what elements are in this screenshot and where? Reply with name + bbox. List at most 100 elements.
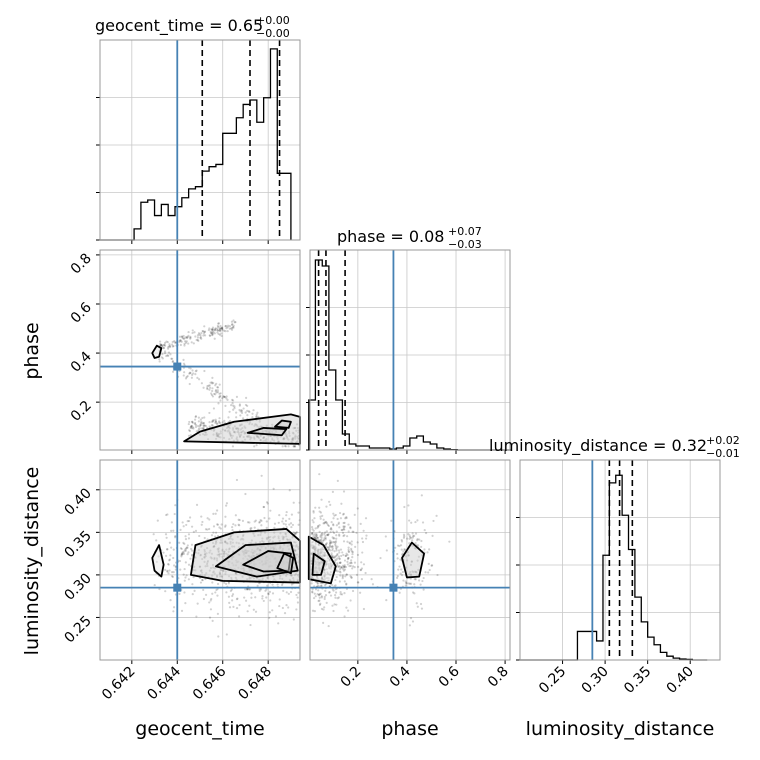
sample-point xyxy=(337,521,340,524)
sample-point xyxy=(327,532,330,536)
sample-point xyxy=(251,415,254,419)
sample-point xyxy=(268,611,271,614)
sample-point xyxy=(225,582,228,585)
sample-point xyxy=(231,326,234,330)
x-tick-label: 0.6 xyxy=(436,663,463,690)
sample-point xyxy=(211,329,214,332)
sample-point xyxy=(340,593,344,596)
sample-point xyxy=(410,521,413,524)
sample-point xyxy=(413,583,416,586)
sample-point xyxy=(419,583,422,586)
sample-point xyxy=(332,523,335,526)
sample-point xyxy=(218,417,221,420)
sample-point xyxy=(211,376,214,379)
sample-point xyxy=(324,589,327,592)
sample-point xyxy=(414,520,417,524)
sample-point xyxy=(344,517,347,520)
sample-point xyxy=(183,549,186,552)
sample-point xyxy=(342,534,345,538)
sample-point xyxy=(212,525,216,528)
sample-point xyxy=(186,553,189,556)
sample-point xyxy=(249,623,252,627)
sample-point xyxy=(319,517,322,520)
sample-point xyxy=(313,537,316,540)
sample-point xyxy=(408,519,411,522)
sample-point xyxy=(216,329,219,332)
sample-point xyxy=(356,581,359,584)
sample-point xyxy=(288,489,291,492)
sample-point xyxy=(182,334,185,338)
sample-point xyxy=(200,523,203,526)
sample-point xyxy=(180,555,183,558)
sample-point xyxy=(244,411,247,414)
sample-point xyxy=(346,535,349,538)
sample-point xyxy=(220,332,223,335)
sample-point xyxy=(343,615,346,618)
sample-point xyxy=(224,515,227,518)
sample-point xyxy=(316,536,319,540)
sample-point xyxy=(186,544,189,547)
sample-point xyxy=(165,354,168,358)
sample-point xyxy=(208,327,211,330)
sample-point xyxy=(199,334,202,337)
sample-point xyxy=(315,534,318,537)
sample-point xyxy=(336,565,339,568)
sample-point xyxy=(162,346,166,350)
sample-point xyxy=(356,507,359,510)
sample-point xyxy=(333,514,336,517)
sample-point xyxy=(232,324,235,327)
sample-point xyxy=(209,381,212,384)
sample-point xyxy=(334,584,337,587)
sample-point xyxy=(208,527,211,531)
sample-point xyxy=(195,338,198,342)
sample-point xyxy=(334,591,338,594)
sample-point xyxy=(171,340,174,344)
sample-point xyxy=(203,416,206,419)
sample-point xyxy=(190,424,193,428)
sample-point xyxy=(191,369,194,372)
sample-point xyxy=(186,546,189,549)
sample-point xyxy=(324,594,328,597)
sample-point xyxy=(332,556,335,559)
sample-point xyxy=(188,382,191,386)
sample-point xyxy=(206,386,209,390)
sample-point xyxy=(314,588,318,591)
sample-point xyxy=(217,332,220,336)
sample-point xyxy=(350,559,353,562)
sample-point xyxy=(212,407,216,410)
sample-point xyxy=(400,568,403,571)
sample-point xyxy=(278,604,281,608)
sample-point xyxy=(336,554,339,557)
sample-point xyxy=(331,490,334,493)
sample-point xyxy=(322,522,325,525)
sample-point xyxy=(281,520,284,523)
sample-point xyxy=(252,608,255,611)
sample-point xyxy=(181,553,184,556)
sample-point xyxy=(187,537,191,540)
sample-point xyxy=(166,569,169,572)
sample-point xyxy=(330,552,333,555)
sample-point xyxy=(276,583,279,586)
sample-point xyxy=(399,558,402,561)
sample-point xyxy=(184,601,187,605)
sample-point xyxy=(218,329,222,332)
sample-point xyxy=(211,395,215,398)
sample-point xyxy=(402,550,405,553)
sample-point xyxy=(209,608,213,611)
sample-point xyxy=(311,588,314,591)
sample-point xyxy=(208,388,211,391)
sample-point xyxy=(158,360,161,363)
sample-point xyxy=(212,331,215,334)
sample-point xyxy=(313,592,316,595)
sample-point xyxy=(250,596,253,599)
sample-point xyxy=(334,543,337,546)
sample-point xyxy=(257,415,260,418)
sample-point xyxy=(335,547,338,550)
sample-point xyxy=(385,599,388,602)
sample-point xyxy=(361,537,364,540)
y-tick-label: 0.25 xyxy=(61,613,94,646)
sample-point xyxy=(332,609,335,613)
sample-point xyxy=(343,559,347,562)
sample-point xyxy=(339,571,342,574)
